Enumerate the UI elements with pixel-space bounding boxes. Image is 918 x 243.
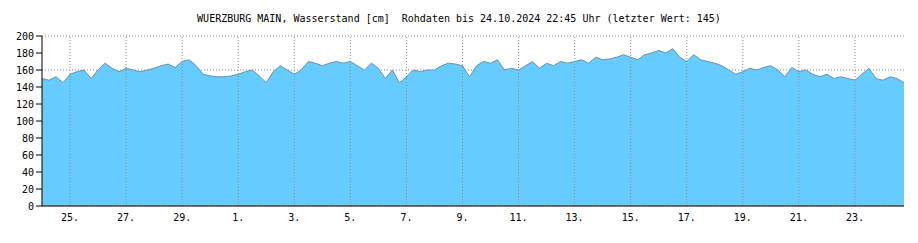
- svg-text:27.: 27.: [117, 212, 135, 223]
- svg-text:140: 140: [16, 82, 34, 93]
- svg-text:21.: 21.: [790, 212, 808, 223]
- html-text:WUERZBURG MAIN, Wasserstand [c: WUERZBURG MAIN, Wasserstand [cm] Rohdate…: [197, 13, 721, 24]
- svg-text:15.: 15.: [622, 212, 640, 223]
- svg-text:11.: 11.: [510, 212, 528, 223]
- svg-text:17.: 17.: [678, 212, 696, 223]
- svg-text:23.: 23.: [846, 212, 864, 223]
- svg-text:80: 80: [22, 133, 34, 144]
- svg-text:60: 60: [22, 150, 34, 161]
- svg-text:13.: 13.: [566, 212, 584, 223]
- svg-text:0: 0: [28, 201, 34, 212]
- svg-text:160: 160: [16, 65, 34, 76]
- svg-text:3.: 3.: [288, 212, 300, 223]
- svg-text:1.: 1.: [232, 212, 244, 223]
- svg-text:20: 20: [22, 184, 34, 195]
- svg-text:9.: 9.: [456, 212, 468, 223]
- svg-text:40: 40: [22, 167, 34, 178]
- svg-text:25.: 25.: [61, 212, 79, 223]
- svg-text:180: 180: [16, 48, 34, 59]
- svg-text:19.: 19.: [734, 212, 752, 223]
- svg-text:29.: 29.: [173, 212, 191, 223]
- svg-text:5.: 5.: [344, 212, 356, 223]
- svg-text:7.: 7.: [400, 212, 412, 223]
- svg-text:100: 100: [16, 116, 34, 127]
- svg-text:120: 120: [16, 99, 34, 110]
- svg-text:200: 200: [16, 31, 34, 42]
